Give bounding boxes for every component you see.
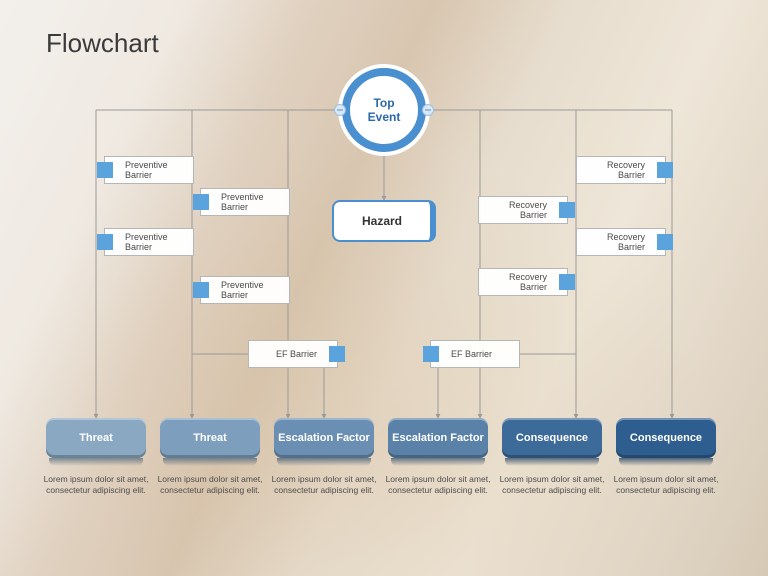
tile-label: Consequence bbox=[516, 432, 588, 444]
collapse-dot-right bbox=[422, 104, 434, 116]
preventive-barrier-1: Preventive Barrier bbox=[104, 228, 194, 256]
caption-4: Lorem ipsum dolor sit amet, consectetur … bbox=[498, 474, 606, 497]
barrier-chip-icon bbox=[193, 282, 209, 298]
barrier-chip-icon bbox=[559, 274, 575, 290]
barrier-label: Recovery Barrier bbox=[489, 272, 547, 293]
tile-4: Consequence bbox=[502, 418, 602, 458]
barrier-chip-icon bbox=[423, 346, 439, 362]
tile-label: Threat bbox=[79, 432, 113, 444]
top-event-label: Top Event bbox=[354, 80, 414, 140]
tile-0: Threat bbox=[46, 418, 146, 458]
barrier-chip-icon bbox=[193, 194, 209, 210]
preventive-barrier-0: Preventive Barrier bbox=[104, 156, 194, 184]
caption-2: Lorem ipsum dolor sit amet, consectetur … bbox=[270, 474, 378, 497]
caption-5: Lorem ipsum dolor sit amet, consectetur … bbox=[612, 474, 720, 497]
ef-barrier-left: EF Barrier bbox=[248, 340, 338, 368]
barrier-chip-icon bbox=[559, 202, 575, 218]
collapse-dot-left bbox=[334, 104, 346, 116]
recovery-barrier-1: Recovery Barrier bbox=[478, 268, 568, 296]
hazard-box: Hazard bbox=[332, 200, 436, 242]
caption-3: Lorem ipsum dolor sit amet, consectetur … bbox=[384, 474, 492, 497]
hazard-label: Hazard bbox=[362, 214, 402, 228]
recovery-barrier-2: Recovery Barrier bbox=[576, 156, 666, 184]
recovery-barrier-3: Recovery Barrier bbox=[576, 228, 666, 256]
barrier-label: Preventive Barrier bbox=[125, 232, 183, 253]
tile-label: Escalation Factor bbox=[278, 432, 370, 444]
barrier-label: Preventive Barrier bbox=[221, 280, 279, 301]
barrier-chip-icon bbox=[97, 234, 113, 250]
flowchart-stage: Flowchart Top Event Hazard Preventive Ba… bbox=[0, 0, 768, 576]
barrier-label: Recovery Barrier bbox=[489, 200, 547, 221]
tile-5: Consequence bbox=[616, 418, 716, 458]
top-event-line2: Event bbox=[368, 110, 401, 124]
barrier-label: Recovery Barrier bbox=[587, 232, 645, 253]
caption-0: Lorem ipsum dolor sit amet, consectetur … bbox=[42, 474, 150, 497]
preventive-barrier-2: Preventive Barrier bbox=[200, 188, 290, 216]
caption-1: Lorem ipsum dolor sit amet, consectetur … bbox=[156, 474, 264, 497]
page-title: Flowchart bbox=[46, 28, 159, 59]
barrier-label: Preventive Barrier bbox=[221, 192, 279, 213]
tile-label: Threat bbox=[193, 432, 227, 444]
barrier-label: Recovery Barrier bbox=[587, 160, 645, 181]
barrier-chip-icon bbox=[657, 162, 673, 178]
barrier-label: EF Barrier bbox=[451, 349, 492, 359]
tile-1: Threat bbox=[160, 418, 260, 458]
preventive-barrier-3: Preventive Barrier bbox=[200, 276, 290, 304]
recovery-barrier-0: Recovery Barrier bbox=[478, 196, 568, 224]
tile-label: Consequence bbox=[630, 432, 702, 444]
barrier-chip-icon bbox=[97, 162, 113, 178]
top-event-line1: Top bbox=[368, 96, 401, 110]
barrier-label: Preventive Barrier bbox=[125, 160, 183, 181]
barrier-label: EF Barrier bbox=[276, 349, 317, 359]
tile-label: Escalation Factor bbox=[392, 432, 484, 444]
tile-2: Escalation Factor bbox=[274, 418, 374, 458]
barrier-chip-icon bbox=[657, 234, 673, 250]
barrier-chip-icon bbox=[329, 346, 345, 362]
tile-3: Escalation Factor bbox=[388, 418, 488, 458]
ef-barrier-right: EF Barrier bbox=[430, 340, 520, 368]
